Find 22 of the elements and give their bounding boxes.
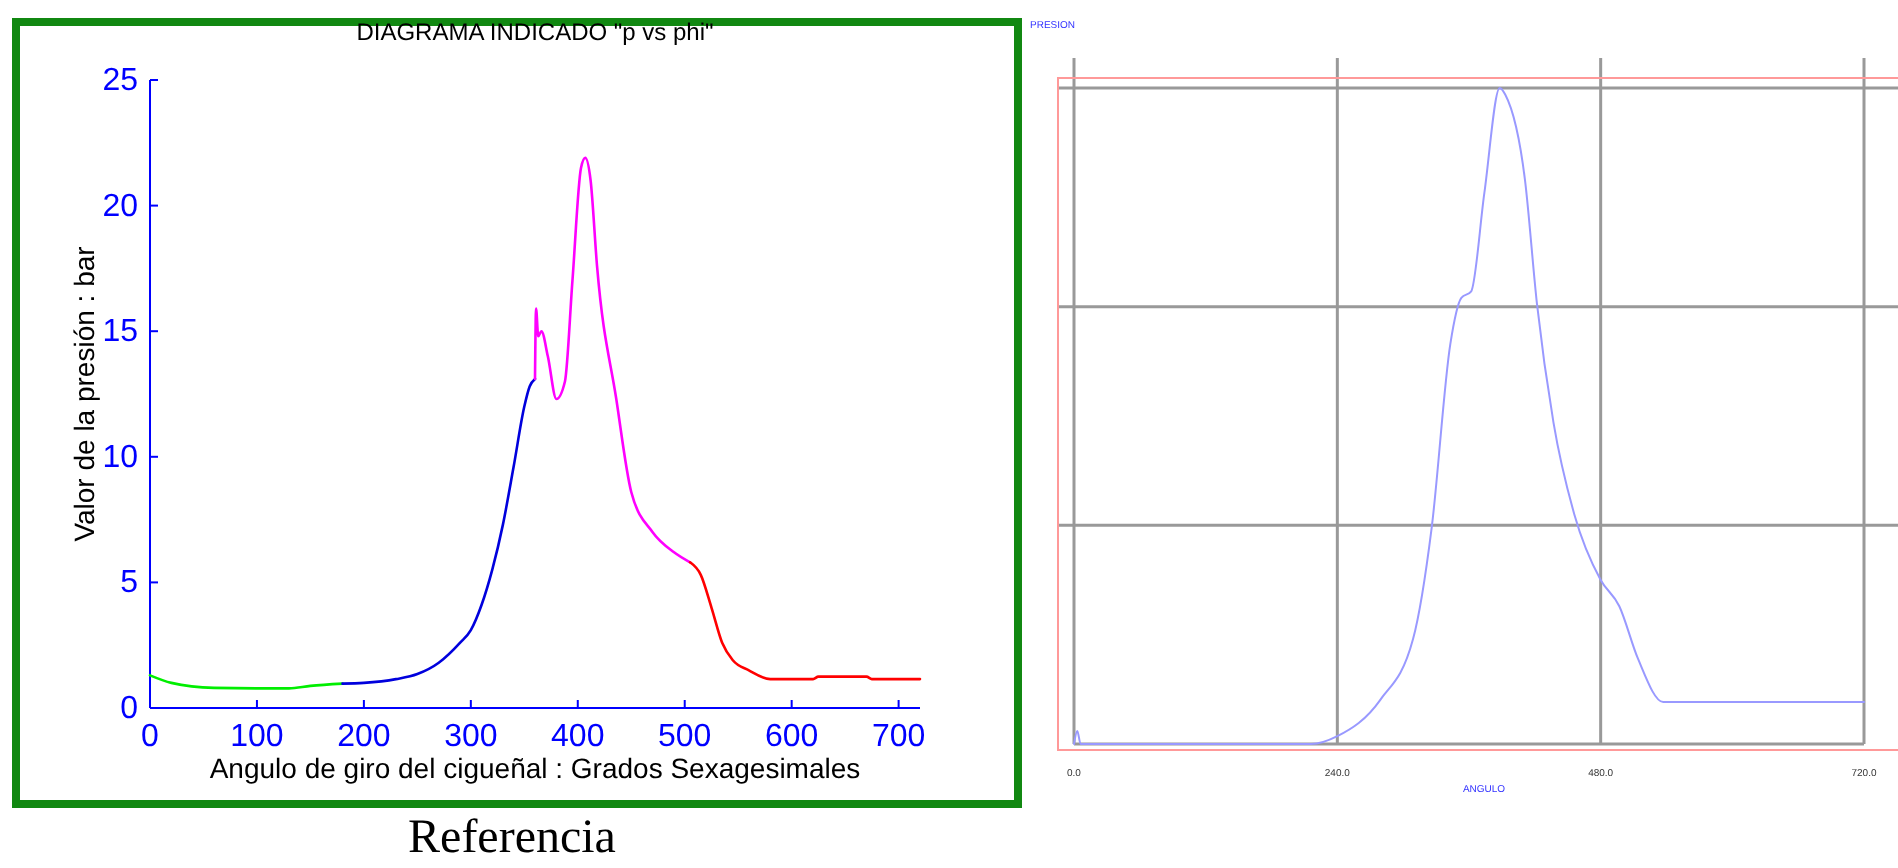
text: Referencia xyxy=(408,812,617,864)
chart-title: DIAGRAMA INDICADO "p vs phi" xyxy=(356,18,714,46)
x-tick-label: 700 xyxy=(871,720,926,754)
line-series xyxy=(688,561,922,681)
x-tick-label: 400 xyxy=(551,720,605,754)
y-tick-label: 5 xyxy=(120,566,139,601)
y-tick-label: 25 xyxy=(102,64,139,98)
y-tick-label: 10 xyxy=(102,440,139,475)
x-tick-label: 100 xyxy=(230,720,284,754)
x-axis-title: Angulo de giro del cigueñal : Grados Sexagesimales xyxy=(209,752,861,784)
y-tick-label: 15 xyxy=(102,315,139,350)
y-tick-label: 0 xyxy=(120,692,139,726)
line-series xyxy=(341,377,537,685)
y-tick-label: 20 xyxy=(102,189,139,224)
x-tick-label: 0 xyxy=(141,720,160,754)
x-tick-label: 500 xyxy=(658,720,712,754)
x-tick-label: 300 xyxy=(444,720,498,754)
x-tick-label: 200 xyxy=(337,720,391,754)
line-series xyxy=(148,674,344,690)
y-axis-title: Valor de la presión : bar xyxy=(68,245,100,542)
x-tick-label: 600 xyxy=(764,720,819,754)
line-series xyxy=(533,156,692,564)
